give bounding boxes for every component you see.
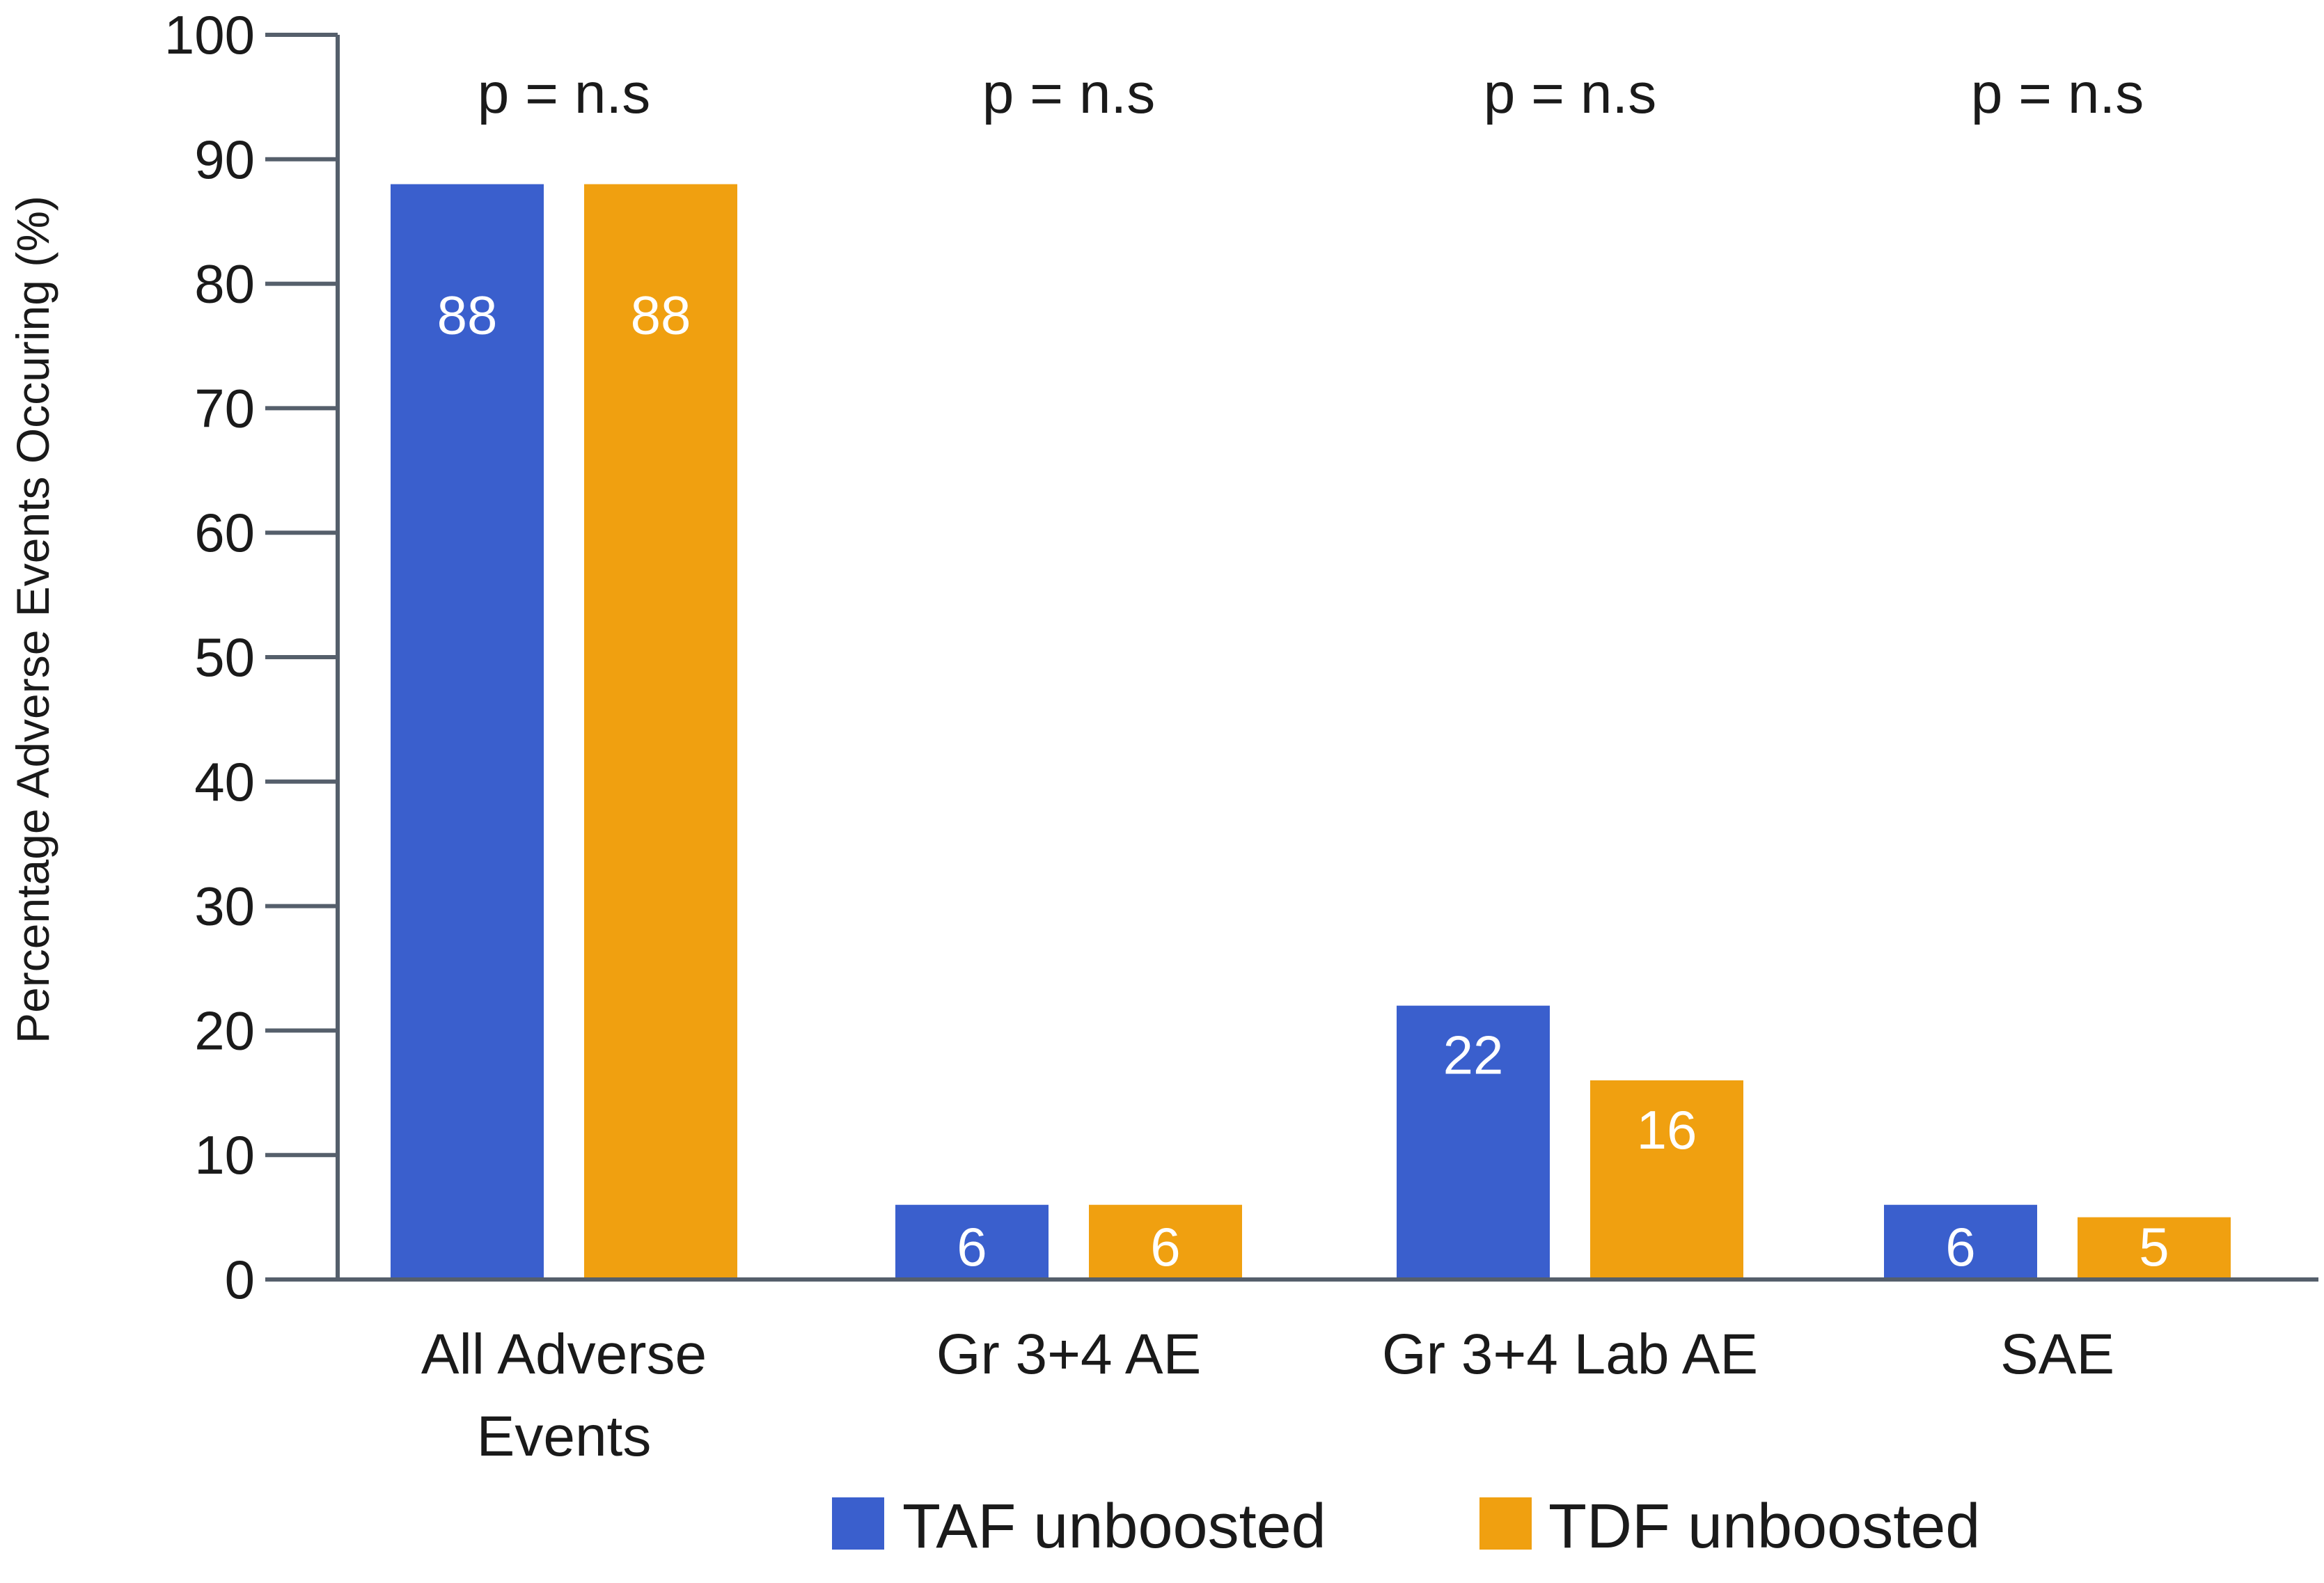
bar-value-label: 6 bbox=[957, 1216, 987, 1277]
bar-tdf bbox=[1590, 1080, 1743, 1277]
p-value-annotation: p = n.s bbox=[1971, 62, 2144, 125]
y-tick-label: 30 bbox=[194, 876, 255, 937]
y-tick-label: 20 bbox=[194, 1000, 255, 1061]
bar-value-label: 22 bbox=[1443, 1025, 1504, 1086]
bar-tdf bbox=[2078, 1217, 2231, 1277]
bar-tdf bbox=[1089, 1204, 1242, 1277]
category-label: All Adverse bbox=[421, 1323, 707, 1386]
y-axis-title: Percentage Adverse Events Occuring (%) bbox=[7, 196, 58, 1043]
y-tick-label: 10 bbox=[194, 1124, 255, 1186]
legend-swatch bbox=[1479, 1497, 1532, 1550]
p-value-annotation: p = n.s bbox=[982, 62, 1155, 125]
legend-label: TDF unboosted bbox=[1548, 1492, 1980, 1561]
bar-value-label: 88 bbox=[631, 285, 691, 346]
y-tick-label: 80 bbox=[194, 253, 255, 315]
y-tick-label: 90 bbox=[194, 129, 255, 190]
category-label: SAE bbox=[2000, 1323, 2114, 1386]
bar-value-label: 16 bbox=[1637, 1099, 1697, 1160]
bar-value-label: 88 bbox=[437, 285, 498, 346]
p-value-annotation: p = n.s bbox=[1484, 62, 1656, 125]
bar-taf bbox=[895, 1204, 1049, 1277]
bar-value-label: 6 bbox=[1945, 1216, 1975, 1277]
y-tick-label: 0 bbox=[225, 1249, 255, 1310]
bar-taf bbox=[1397, 1005, 1550, 1277]
bar-tdf bbox=[584, 184, 737, 1277]
y-tick-label: 100 bbox=[164, 4, 255, 65]
category-label: Gr 3+4 AE bbox=[936, 1323, 1202, 1386]
bar-value-label: 5 bbox=[2139, 1216, 2169, 1277]
legend-label: TAF unboosted bbox=[902, 1492, 1326, 1561]
y-tick-label: 50 bbox=[194, 627, 255, 688]
legend-swatch bbox=[832, 1497, 884, 1550]
y-tick-label: 60 bbox=[194, 502, 255, 563]
p-value-annotation: p = n.s bbox=[478, 62, 650, 125]
bar-value-label: 6 bbox=[1150, 1216, 1180, 1277]
bar-taf bbox=[1884, 1204, 2037, 1277]
category-label: Gr 3+4 Lab AE bbox=[1382, 1323, 1758, 1386]
category-label: Events bbox=[477, 1405, 652, 1468]
y-tick-label: 70 bbox=[194, 377, 255, 439]
bar-taf bbox=[391, 184, 544, 1277]
y-tick-label: 40 bbox=[194, 751, 255, 812]
